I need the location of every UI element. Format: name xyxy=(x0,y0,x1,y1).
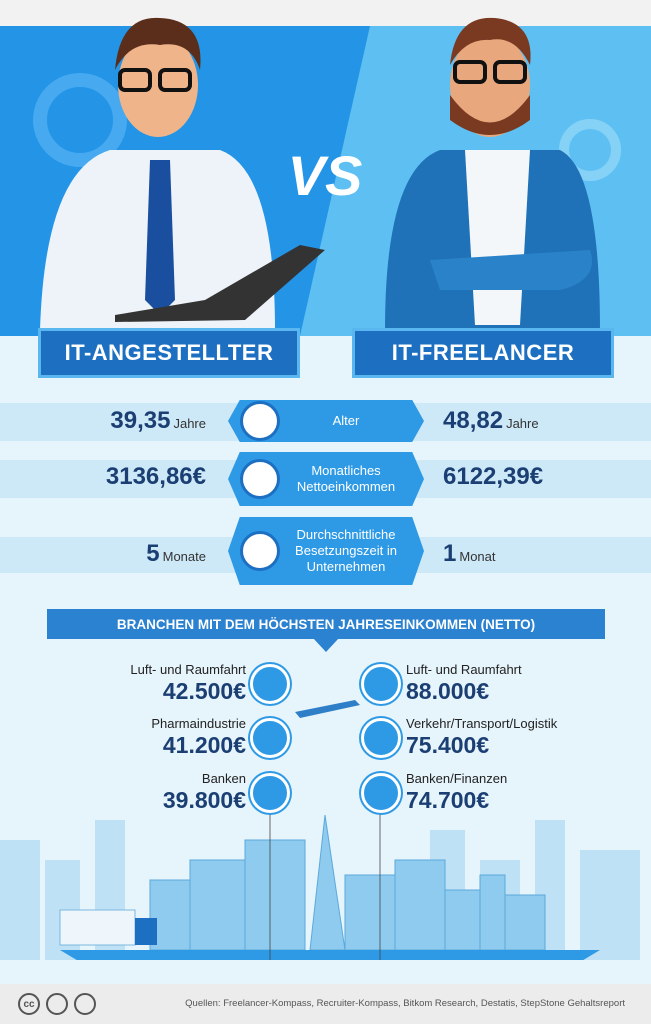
sources: Quellen: Freelancer-Kompass, Recruiter-K… xyxy=(185,998,625,1009)
value: 3136,86€ xyxy=(105,463,206,490)
truck-cab xyxy=(135,918,157,945)
industry-value: 74.700€ xyxy=(406,787,490,813)
label: Alter xyxy=(332,413,360,428)
vs: VS xyxy=(288,144,363,207)
glasses xyxy=(118,68,152,92)
beard xyxy=(450,95,530,135)
glasses xyxy=(493,60,527,84)
right-value: 6122,39€ xyxy=(443,463,543,491)
left-title: IT-ANGESTELLTER xyxy=(38,328,300,378)
icon xyxy=(240,401,280,441)
clipboard xyxy=(115,245,325,322)
icon xyxy=(240,459,280,499)
unit: Monate xyxy=(162,549,206,564)
ground xyxy=(60,950,600,960)
illustration: VS xyxy=(0,17,651,960)
industry-name: Pharmaindustrie xyxy=(151,716,246,731)
arms xyxy=(430,250,592,290)
nd-icon xyxy=(74,993,96,1015)
industries-title: BRANCHEN MIT DEM HÖCHSTEN JAHRESEINKOMME… xyxy=(47,609,605,639)
value: 1 xyxy=(443,540,457,567)
industry-icon xyxy=(250,718,290,758)
label: Nettoeinkommen xyxy=(296,479,396,494)
skyline-front xyxy=(149,814,546,951)
value: 39,35 xyxy=(110,407,171,434)
license-icon: cc xyxy=(18,993,40,1015)
industry-value: 42.500€ xyxy=(162,678,246,704)
plane xyxy=(295,700,360,718)
industry-icon xyxy=(361,664,401,704)
by-icon xyxy=(46,993,68,1015)
industry-value: 39.800€ xyxy=(162,787,246,813)
banner-pointer xyxy=(313,638,339,652)
industry-icon xyxy=(250,664,290,704)
industry-value: 88.000€ xyxy=(406,678,490,704)
industry-name: Banken xyxy=(201,771,246,786)
gear xyxy=(559,119,621,181)
industry-value: 75.400€ xyxy=(406,732,490,758)
left-value: 3136,86€ xyxy=(106,463,206,491)
right-value: 48,82 Jahre xyxy=(443,407,539,435)
unit: Jahre xyxy=(173,416,206,431)
industry-icon xyxy=(250,773,290,813)
label: Besetzungszeit in xyxy=(295,543,397,558)
unit: Monat xyxy=(459,549,496,564)
right-title: IT-FREELANCER xyxy=(352,328,614,378)
industry-name: Luft- und Raumfahrt xyxy=(130,662,246,677)
gear xyxy=(33,73,127,167)
face xyxy=(450,33,530,137)
industry-name: Luft- und Raumfahrt xyxy=(406,662,522,677)
value: 48,82 xyxy=(443,407,504,434)
label: Monatliches xyxy=(311,463,381,478)
value: 6122,39€ xyxy=(443,463,544,490)
icon xyxy=(240,531,280,571)
industry-value: 41.200€ xyxy=(162,732,246,758)
industry-name: Verkehr/Transport/Logistik xyxy=(406,716,558,731)
truck xyxy=(59,909,136,946)
label: Durchschnittliche xyxy=(296,527,396,542)
hair xyxy=(450,17,531,65)
unit: Jahre xyxy=(506,416,539,431)
left-value: 5 Monate xyxy=(146,540,206,568)
tie xyxy=(145,160,175,315)
value: 5 xyxy=(146,540,160,567)
right-value: 1 Monat xyxy=(443,540,496,568)
tshirt xyxy=(465,150,530,325)
hair xyxy=(115,17,201,70)
industry-icon xyxy=(361,718,401,758)
glasses xyxy=(158,68,192,92)
label: Unternehmen xyxy=(306,559,386,574)
left-value: 39,35 Jahre xyxy=(110,407,206,435)
industry-name: Banken/Finanzen xyxy=(406,771,508,786)
industry-icon xyxy=(361,773,401,813)
glasses xyxy=(453,60,487,84)
top-strip xyxy=(0,0,651,26)
footer: cc Quellen: Freelancer-Kompass, Recruite… xyxy=(0,984,651,1024)
